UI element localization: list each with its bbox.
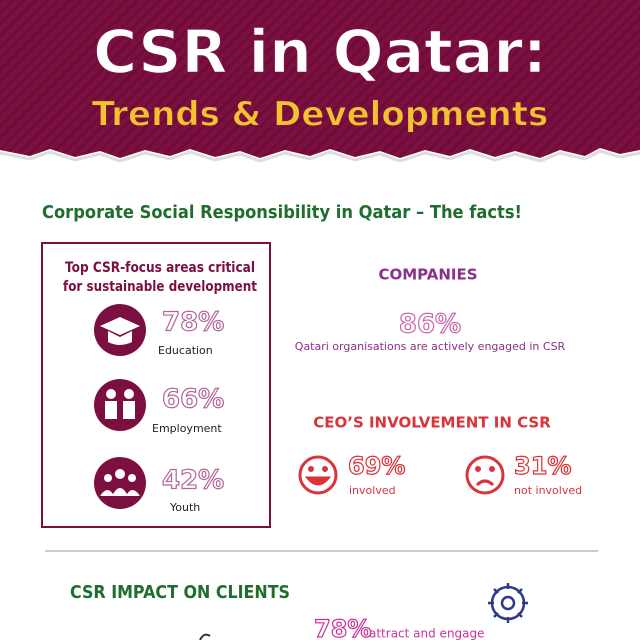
companies-caption: Qatari organisations are actively engage… — [295, 340, 566, 353]
employment-percent: 66% — [162, 385, 224, 415]
sad-face — [465, 455, 505, 495]
not-involved-label: not involved — [514, 484, 582, 497]
decor — [199, 633, 211, 640]
header-band — [0, 0, 640, 158]
youth-icon — [94, 457, 146, 509]
subtitle: Trends & Developments — [92, 95, 548, 135]
gear-icon — [488, 583, 528, 623]
education-label: Education — [158, 344, 213, 357]
involved-label: involved — [349, 484, 396, 497]
involved-percent: 69% — [348, 452, 405, 480]
education-icon — [94, 304, 146, 356]
not-involved-percent: 31% — [514, 452, 571, 480]
impact-percent: 78% — [314, 615, 371, 640]
companies-heading: COMPANIES — [378, 266, 477, 284]
torn-edge — [0, 149, 640, 163]
education-percent: 78% — [162, 308, 224, 338]
happy-face — [298, 455, 338, 495]
section-heading: Corporate Social Responsibility in Qatar… — [42, 202, 522, 223]
focus-title: for sustainable development — [63, 279, 257, 295]
title: CSR in Qatar: — [93, 18, 547, 88]
focus-box — [41, 242, 271, 528]
focus-title: Top CSR-focus areas critical — [65, 260, 255, 276]
impact-label: attract and engage — [369, 627, 485, 640]
ceo-heading: CEO’S INVOLVEMENT IN CSR — [313, 414, 551, 432]
youth-label: Youth — [169, 501, 200, 514]
employment-icon — [94, 379, 146, 431]
youth-percent: 42% — [162, 466, 224, 496]
companies-percent: 86% — [399, 310, 461, 340]
employment-label: Employment — [152, 422, 222, 435]
impact-heading: CSR IMPACT ON CLIENTS — [70, 582, 290, 603]
